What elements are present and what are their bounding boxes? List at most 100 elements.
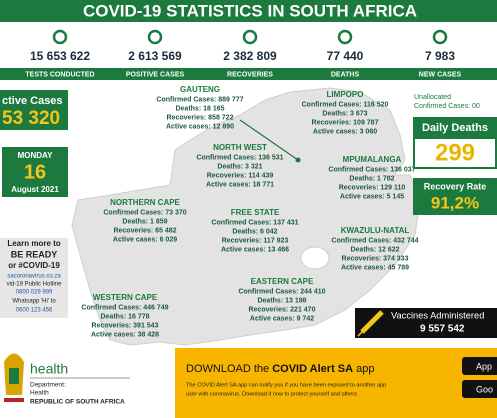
stat-value: 2 382 809	[223, 49, 277, 63]
province-stat: Confirmed Cases: 73 370	[103, 209, 186, 216]
info-line: BE READY	[11, 249, 58, 259]
vaccine-value: 9 557 542	[420, 324, 465, 335]
province-name: NORTH WEST	[213, 143, 267, 152]
dept-name: health	[30, 361, 68, 377]
province-name: EASTERN CAPE	[251, 277, 314, 286]
coat-of-arms	[4, 353, 24, 402]
province-stat: Deaths: 3 673	[322, 110, 367, 117]
active-label: ctive Cases	[2, 95, 63, 107]
provinces: GAUTENG Confirmed Cases: 889 777 Deaths: 1…	[81, 85, 418, 338]
stat-label: RECOVERIES	[227, 71, 273, 78]
province-stat: Recoveries: 114 439	[207, 172, 274, 179]
info-line: or #COVID-19	[8, 261, 60, 270]
unallocated-text: Confirmed Cases: 00	[414, 103, 480, 110]
deaths-header	[413, 117, 497, 138]
day: 16	[24, 161, 46, 183]
province-stat: Confirmed Cases: 116 520	[302, 101, 389, 108]
info-line: sacoronavirus.co.za	[7, 274, 61, 280]
province-name: NORTHERN CAPE	[110, 198, 180, 207]
province-stat: Active cases: 13 466	[221, 246, 289, 253]
province-name: FREE STATE	[231, 208, 280, 217]
province-stat: Active cases: 6 029	[113, 236, 177, 243]
recovery-value: 91,2%	[431, 193, 479, 212]
date-box	[2, 147, 68, 197]
deaths-value: 299	[435, 139, 475, 166]
province-stat: Recoveries: 129 110	[339, 184, 406, 191]
province-stat: Deaths: 1 859	[122, 218, 167, 225]
stat-value: 77 440	[327, 49, 364, 63]
stat-icon	[337, 29, 353, 45]
info-line: Learn more to	[7, 239, 60, 248]
stat-label: POSITIVE CASES	[126, 71, 185, 78]
province-stat: Deaths: 16 778	[100, 313, 149, 320]
info-box	[0, 238, 68, 318]
stat-label: DEATHS	[331, 71, 360, 78]
deaths-label: Daily Deaths	[422, 122, 488, 134]
province-stat: Active cases: 12 890	[166, 123, 234, 130]
info-line: 0600 123 456	[16, 308, 53, 314]
badge-text: Goo	[476, 384, 493, 394]
recovery-box	[413, 178, 497, 215]
unallocated-title: Unallocated	[414, 94, 451, 101]
dept-line: REPUBLIC OF SOUTH AFRICA	[30, 399, 125, 406]
app-title-part: DOWNLOAD the	[186, 363, 272, 375]
province-stat: Confirmed Cases: 137 431	[211, 219, 298, 226]
gauteng-dot	[295, 157, 301, 163]
stat-value: 2 613 569	[128, 49, 182, 63]
stat-icon	[147, 29, 163, 45]
province-stat: Recoveries: 221 470	[249, 306, 316, 313]
app-body: user with coronavirus. Download it now t…	[186, 391, 357, 397]
province-stat: Deaths: 13 198	[257, 297, 306, 304]
active-value: 53 320	[2, 108, 60, 129]
gauteng-pointer	[239, 119, 299, 161]
stat-icon	[432, 29, 448, 45]
vaccine-label: Vaccines Administered	[391, 310, 484, 320]
province-name: WESTERN CAPE	[93, 293, 158, 302]
syringe-icon	[357, 310, 384, 337]
info-line: Whatsapp 'Hi' to	[12, 299, 56, 305]
dept-line: Department:	[30, 382, 66, 389]
province-stat: Deaths: 1 782	[349, 175, 394, 182]
province-stat: Deaths: 12 622	[350, 246, 399, 253]
info-line: 0800 029 999	[16, 290, 53, 296]
province-stat: Confirmed Cases: 432 744	[331, 237, 418, 244]
app-store-badge[interactable]	[462, 357, 497, 375]
province-stat: Confirmed Cases: 244 410	[238, 288, 325, 295]
stat-label: TESTS CONDUCTED	[25, 71, 94, 78]
stat-icon	[242, 29, 258, 45]
dept-line: Health	[30, 390, 49, 397]
province-stat: Recoveries: 858 722	[167, 114, 234, 121]
app-title: DOWNLOAD the COVID Alert SA app	[186, 363, 375, 375]
province-stat: Confirmed Cases: 136 531	[196, 154, 283, 161]
province-stat: Active cases: 5 145	[340, 193, 404, 200]
province-name: KWAZULU-NATAL	[341, 226, 410, 235]
title: COVID-19 STATISTICS IN SOUTH AFRICA	[83, 1, 417, 20]
province-stat: Recoveries: 117 923	[222, 237, 289, 244]
deaths-box	[413, 137, 497, 169]
province-stat: Active cases: 9 742	[250, 315, 314, 322]
province-stat: Active cases: 18 771	[206, 181, 274, 188]
play-store-badge[interactable]	[462, 380, 497, 398]
province-stat: Confirmed Cases: 889 777	[156, 96, 243, 103]
header-bar	[0, 0, 497, 22]
stat-icon	[52, 29, 68, 45]
province-stat: Deaths: 6 042	[232, 228, 277, 235]
province-stat: Active cases: 45 789	[341, 264, 409, 271]
stat-label: NEW CASES	[419, 71, 462, 78]
lesotho	[300, 246, 330, 270]
province-stat: Deaths: 3 321	[217, 163, 262, 170]
month: August 2021	[11, 185, 59, 194]
app-title-part: COVID Alert SA	[272, 363, 353, 375]
province-name: LIMPOPO	[327, 90, 364, 99]
province-stat: Active cases: 38 428	[91, 331, 159, 338]
badge-text: App	[476, 361, 492, 371]
stats: 15 653 622 TESTS CONDUCTED 2 613 569 POSITI…	[25, 29, 462, 78]
info-line: vid-19 Public Hotline	[7, 282, 62, 288]
recovery-label: Recovery Rate	[424, 181, 487, 191]
stat-value: 7 983	[425, 49, 455, 63]
province-stat: Confirmed Cases: 446 749	[81, 304, 168, 311]
app-title-part: app	[353, 363, 374, 375]
app-banner	[175, 348, 497, 418]
